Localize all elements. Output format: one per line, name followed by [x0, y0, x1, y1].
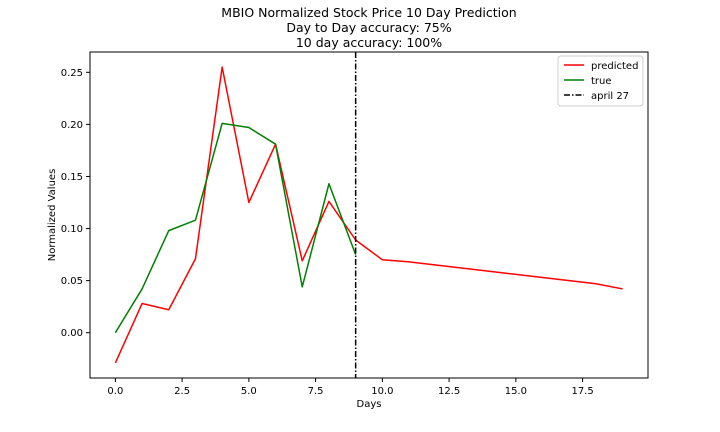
- x-axis-ticks: 0.0 2.5 5.0 7.5 10.0 12.5 15.0 17.5: [107, 378, 594, 397]
- y-tick-label: 0.15: [61, 172, 83, 183]
- legend-label-predicted: predicted: [591, 61, 638, 72]
- y-tick-label: 0.00: [61, 328, 83, 339]
- chart-title-line-1: MBIO Normalized Stock Price 10 Day Predi…: [221, 5, 516, 20]
- x-tick-label: 17.5: [571, 386, 593, 397]
- x-tick-label: 2.5: [174, 386, 190, 397]
- series-layer: [114, 52, 623, 378]
- x-tick-label: 12.5: [438, 386, 460, 397]
- x-tick-label: 5.0: [241, 386, 257, 397]
- y-tick-label: 0.25: [61, 68, 83, 79]
- x-tick-label: 0.0: [107, 386, 123, 397]
- x-axis-label: Days: [357, 399, 382, 410]
- legend-box: [557, 55, 644, 107]
- y-tick-label: 0.20: [61, 120, 83, 131]
- x-tick-label: 7.5: [308, 386, 324, 397]
- series-line-true: [114, 122, 357, 334]
- x-tick-label: 10.0: [371, 386, 393, 397]
- axes-frame: [89, 51, 649, 379]
- series-line-predicted: [114, 66, 623, 364]
- legend: predicted true april 27: [557, 55, 644, 107]
- x-tick-label: 15.0: [505, 386, 527, 397]
- legend-label-april-27: april 27: [591, 91, 629, 102]
- y-axis-label: Normalized Values: [47, 169, 58, 262]
- y-axis-ticks: 0.00 0.05 0.10 0.15 0.20 0.25: [61, 68, 90, 339]
- legend-label-true: true: [591, 76, 612, 87]
- chart-title-line-3: 10 day accuracy: 100%: [296, 35, 442, 50]
- chart-title-line-2: Day to Day accuracy: 75%: [286, 20, 451, 35]
- y-tick-label: 0.10: [61, 224, 83, 235]
- y-tick-label: 0.05: [61, 276, 83, 287]
